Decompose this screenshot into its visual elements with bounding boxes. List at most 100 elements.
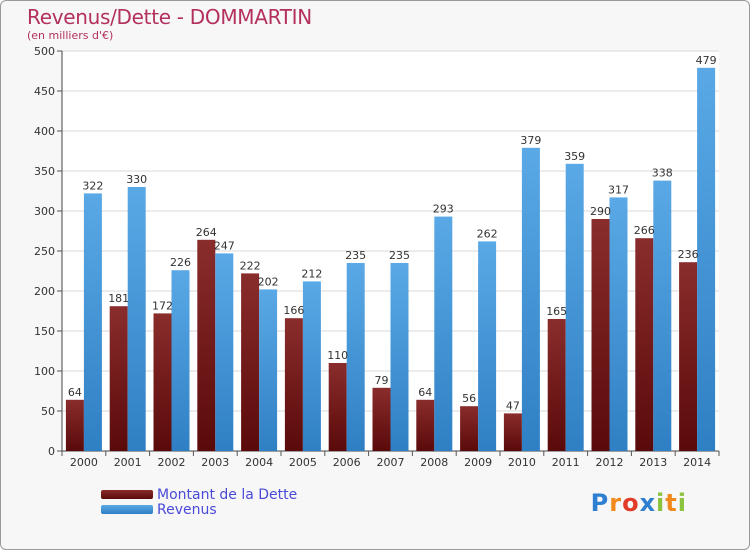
bar-dette [197, 239, 216, 451]
legend-item-dette: Montant de la Dette [101, 486, 298, 503]
bar-dette [679, 262, 698, 451]
legend-label-revenus: Revenus [157, 501, 217, 518]
x-tick-label: 2009 [464, 456, 492, 469]
data-label-dette: 64 [68, 386, 82, 399]
y-tick-label: 50 [41, 405, 55, 418]
data-label-dette: 64 [418, 386, 432, 399]
data-label-dette: 56 [462, 392, 476, 405]
y-tick-label: 400 [34, 125, 55, 138]
logo-letter: i [677, 489, 687, 517]
data-label-dette: 266 [634, 224, 655, 237]
legend-swatch-dette [101, 490, 153, 499]
y-tick-label: 500 [34, 45, 55, 58]
bar-revenus [609, 197, 628, 451]
data-label-revenus: 262 [477, 227, 498, 240]
y-tick-label: 200 [34, 285, 55, 298]
legend-swatch-revenus [101, 505, 153, 514]
x-tick-label: 2003 [201, 456, 229, 469]
bar-dette [65, 399, 84, 451]
bar-revenus [259, 289, 278, 451]
bar-revenus [171, 270, 190, 451]
bar-dette [591, 219, 610, 451]
logo-letter: o [622, 489, 640, 517]
bar-dette [635, 238, 654, 451]
x-tick-label: 2001 [114, 456, 142, 469]
bar-dette [284, 318, 303, 451]
data-label-dette: 172 [152, 299, 173, 312]
bar-dette [241, 273, 260, 451]
bar-revenus [434, 216, 453, 451]
data-label-dette: 290 [590, 205, 611, 218]
y-tick-label: 150 [34, 325, 55, 338]
proxiti-logo: Proxiti [591, 489, 687, 517]
y-tick-label: 300 [34, 205, 55, 218]
data-label-dette: 236 [678, 248, 699, 261]
data-label-revenus: 235 [389, 249, 410, 262]
bar-revenus [215, 253, 234, 451]
logo-letter: x [639, 489, 657, 517]
data-label-revenus: 293 [433, 203, 454, 216]
bar-dette [328, 363, 347, 451]
x-tick-label: 2006 [333, 456, 361, 469]
logo-letter: P [590, 489, 610, 517]
x-tick-label: 2000 [70, 456, 98, 469]
legend-label-dette: Montant de la Dette [157, 486, 298, 503]
bar-revenus [346, 263, 365, 451]
data-label-revenus: 202 [258, 275, 279, 288]
y-tick-label: 0 [48, 445, 55, 458]
logo-letter: i [656, 489, 666, 517]
data-label-dette: 47 [506, 399, 520, 412]
axes: 0 50 100 150 200 250 300 350 400 450 500 2000 2001 20… [34, 45, 720, 469]
bar-revenus [127, 187, 146, 451]
data-label-revenus: 212 [301, 267, 322, 280]
legend-item-revenus: Revenus [101, 501, 297, 518]
data-label-dette: 79 [375, 374, 389, 387]
x-tick-label: 2010 [508, 456, 536, 469]
bar-revenus [478, 241, 497, 451]
bar-revenus [302, 281, 321, 451]
bar-dette [460, 406, 479, 451]
bar-revenus [653, 180, 672, 451]
bar-dette [153, 313, 172, 451]
data-label-revenus: 338 [652, 167, 673, 180]
bar-dette [109, 306, 128, 451]
data-label-dette: 166 [283, 304, 304, 317]
chart-title: Revenus/Dette - DOMMARTIN [27, 5, 312, 29]
data-label-revenus: 359 [564, 150, 585, 163]
bar-revenus [390, 263, 409, 451]
chart-subtitle: (en milliers d'€) [27, 29, 114, 42]
bar-revenus [697, 67, 716, 452]
x-tick-label: 2002 [158, 456, 186, 469]
data-label-dette: 264 [196, 226, 217, 239]
logo-letter: t [665, 489, 678, 517]
bar-dette [416, 399, 435, 451]
data-label-revenus: 379 [520, 134, 541, 147]
bar-revenus [83, 193, 102, 451]
bar-revenus [565, 163, 584, 452]
x-tick-label: 2007 [377, 456, 405, 469]
data-label-dette: 110 [327, 349, 348, 362]
data-label-revenus: 317 [608, 183, 629, 196]
data-label-revenus: 247 [214, 239, 235, 252]
data-label-revenus: 322 [82, 179, 103, 192]
bar-dette [547, 319, 566, 451]
bar-dette [372, 387, 391, 451]
x-tick-label: 2005 [289, 456, 317, 469]
data-label-revenus: 226 [170, 256, 191, 269]
legend: Montant de la Dette Revenus [101, 486, 298, 518]
x-tick-label: 2012 [596, 456, 624, 469]
data-label-dette: 165 [546, 305, 567, 318]
y-tick-label: 350 [34, 165, 55, 178]
x-tick-label: 2013 [639, 456, 667, 469]
data-label-revenus: 479 [696, 54, 717, 67]
data-label-dette: 181 [108, 292, 129, 305]
y-tick-label: 100 [34, 365, 55, 378]
bar-dette [503, 413, 522, 451]
x-tick-label: 2011 [552, 456, 580, 469]
data-label-revenus: 330 [126, 173, 147, 186]
y-tick-label: 250 [34, 245, 55, 258]
x-tick-label: 2008 [420, 456, 448, 469]
